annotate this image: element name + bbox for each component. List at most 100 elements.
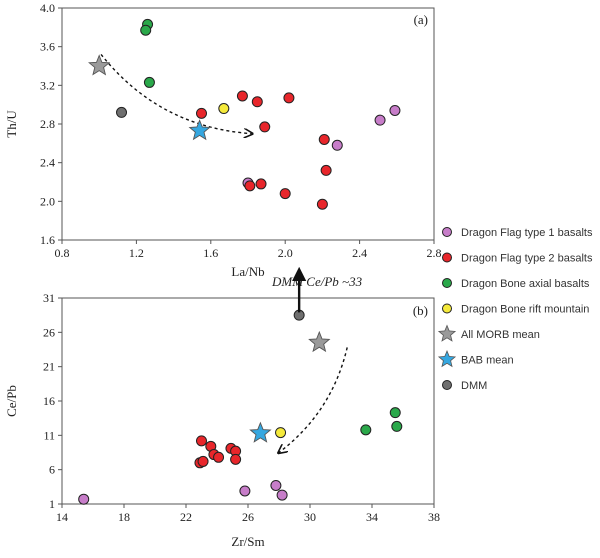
legend-marker-all-morb-mean — [437, 324, 457, 342]
panel-b-point-dragon-flag-type-1-basalts — [239, 485, 251, 497]
panel-a-y-tick-label: 3.2 — [40, 78, 55, 92]
panel-a-x-tick-label: 1.2 — [129, 246, 144, 260]
panel-a-x-tick-label: 2.8 — [427, 246, 442, 260]
legend-label: DMM — [461, 380, 487, 392]
panel-a-y-tick-label: 2.8 — [40, 117, 55, 131]
panel-b-x-tick-label: 22 — [180, 510, 192, 524]
panel-b-point-dragon-bone-axial-basalts — [389, 407, 401, 419]
legend-label: All MORB mean — [461, 329, 540, 341]
panel-b-y-axis-label: Ce/Pb — [4, 385, 19, 417]
panel-a-point-dragon-flag-type-1-basalts — [374, 114, 386, 126]
panel-a-point-dragon-flag-type-2-basalts — [255, 178, 267, 190]
panel-b-x-tick-label: 18 — [118, 510, 130, 524]
panel-a-points — [88, 18, 401, 210]
panel-a-x-tick-label: 0.8 — [55, 246, 70, 260]
panel-a-trend-arrow — [100, 53, 252, 133]
panel-b-point-dragon-flag-type-1-basalts — [276, 489, 288, 501]
panel-b-point-dragon-flag-type-2-basalts — [197, 455, 209, 467]
legend-item-bab-mean: BAB mean — [437, 349, 514, 368]
legend-label: Dragon Bone rift mountain — [461, 304, 589, 316]
panel-b-frame — [61, 297, 435, 505]
panel-b-y-tick-label: 31 — [43, 291, 55, 305]
panel-b-point-dragon-bone-rift-mountain — [275, 427, 287, 439]
panel-b-y-tick-label: 26 — [43, 325, 55, 339]
legend-item-all-morb-mean: All MORB mean — [437, 324, 540, 342]
panel-a-trend-arrow-path — [100, 53, 252, 133]
panel-a-x-tick-label: 2.0 — [278, 246, 293, 260]
panel-a-point-dragon-flag-type-2-basalts — [316, 198, 328, 210]
legend-marker-dragon-flag-type-1-basalts — [442, 227, 452, 237]
legend-label: BAB mean — [461, 355, 514, 367]
panel-b-point-dragon-flag-type-2-basalts — [230, 453, 242, 465]
legend-marker-dragon-bone-axial-basalts — [442, 278, 452, 288]
panel-b-point-all-morb-mean — [308, 330, 331, 353]
panel-b-x-tick-label: 30 — [304, 510, 316, 524]
panel-a-point-dragon-flag-type-2-basalts — [283, 92, 295, 104]
panel-a-point-dmm — [116, 106, 128, 118]
panel-b-x-tick-label: 38 — [428, 510, 440, 524]
panel-a-point-dragon-flag-type-1-basalts — [389, 104, 401, 116]
legend-marker-dmm — [442, 380, 452, 390]
panel-a: 0.8 1.2 1.6 2.0 2.4 2.81.62.02.42.83.23.64.0 … — [4, 1, 442, 279]
panel-b-y-tick-label: 16 — [43, 394, 55, 408]
panel-b-y-tick-label: 6 — [49, 463, 55, 477]
panel-a-point-dragon-flag-type-2-basalts — [320, 164, 332, 176]
panel-b-point-dragon-flag-type-1-basalts — [270, 479, 282, 491]
panel-a-y-tick-label: 4.0 — [40, 1, 55, 15]
legend-marker-dragon-bone-rift-mountain — [442, 303, 452, 314]
legend-item-dragon-bone-rift-mountain: Dragon Bone rift mountain — [442, 303, 589, 316]
legend-item-dragon-flag-type-2-basalts: Dragon Flag type 2 basalts — [442, 252, 593, 265]
panel-a-point-dragon-flag-type-2-basalts — [259, 121, 271, 133]
panel-a-x-axis-label: La/Nb — [231, 264, 264, 279]
panel-a-y-tick-label: 3.6 — [40, 40, 55, 54]
panel-b-x-tick-label: 34 — [366, 510, 378, 524]
panel-a-y-tick-label: 1.6 — [40, 233, 55, 247]
panel-b-y-tick-label: 21 — [43, 360, 55, 374]
legend-label: Dragon Flag type 1 basalts — [461, 227, 593, 239]
legend-item-dmm: DMM — [442, 380, 487, 392]
panel-a-point-dragon-flag-type-2-basalts — [251, 96, 263, 108]
panel-a-x-tick-label: 2.4 — [352, 246, 367, 260]
panel-b-x-tick-label: 14 — [56, 510, 68, 524]
panel-b-point-dragon-flag-type-1-basalts — [78, 493, 90, 505]
panel-b-y-tick-label: 11 — [43, 428, 55, 442]
panel-b-x-axis-label: Zr/Sm — [231, 534, 264, 549]
panel-a-point-all-morb-mean — [88, 54, 111, 76]
legend-item-dragon-bone-axial-basalts: Dragon Bone axial basalts — [442, 278, 590, 290]
panel-b-point-dragon-bone-axial-basalts — [391, 420, 403, 432]
panel-a-point-bab-mean — [188, 119, 211, 141]
panel-a-point-dragon-flag-type-2-basalts — [196, 107, 207, 119]
panel-a-y-tick-label: 2.0 — [40, 194, 55, 208]
panel-a-point-dragon-flag-type-2-basalts — [318, 133, 330, 145]
panel-b-point-dragon-flag-type-2-basalts — [213, 451, 225, 463]
dmm-annotation: DMM Ce/Pb ~33 — [271, 274, 363, 289]
panel-b-point-dragon-flag-type-2-basalts — [196, 435, 207, 447]
panel-b-points — [78, 309, 403, 505]
panel-a-ticks: 0.8 1.2 1.6 2.0 2.4 2.8 1.6 2.0 2.4 2.8 3.2 3.6 4.0 — [40, 1, 442, 260]
legend: Dragon Flag type 1 basalts Dragon Flag ty… — [437, 227, 593, 392]
panel-a-point-dragon-bone-axial-basalts — [143, 76, 155, 88]
panel-a-point-dragon-flag-type-2-basalts — [279, 188, 291, 200]
panel-a-y-axis-label: Th/U — [4, 110, 19, 138]
panel-b-trend-arrow-path — [279, 347, 348, 452]
panel-b-point-bab-mean — [249, 421, 272, 443]
legend-label: Dragon Flag type 2 basalts — [461, 253, 593, 265]
panel-a-label: (a) — [414, 12, 428, 27]
panel-a-point-dragon-flag-type-2-basalts — [236, 90, 248, 102]
panel-b-x-tick-label: 26 — [242, 510, 254, 524]
panel-b-trend-arrow — [279, 347, 348, 452]
panel-b-y-tick-label: 1 — [49, 497, 55, 511]
legend-label: Dragon Bone axial basalts — [461, 278, 590, 290]
legend-item-dragon-flag-type-1-basalts: Dragon Flag type 1 basalts — [442, 227, 593, 239]
panel-a-y-tick-label: 2.4 — [40, 156, 55, 170]
panel-a-x-tick-label: 1.6 — [203, 246, 218, 260]
panel-a-point-dragon-flag-type-1-basalts — [331, 139, 343, 151]
panel-a-point-dragon-bone-rift-mountain — [218, 103, 230, 115]
legend-marker-dragon-flag-type-2-basalts — [442, 252, 452, 263]
panel-b-label: (b) — [413, 303, 428, 318]
panel-b-point-dragon-bone-axial-basalts — [360, 424, 372, 436]
panel-a-point-dragon-bone-axial-basalts — [140, 24, 152, 36]
